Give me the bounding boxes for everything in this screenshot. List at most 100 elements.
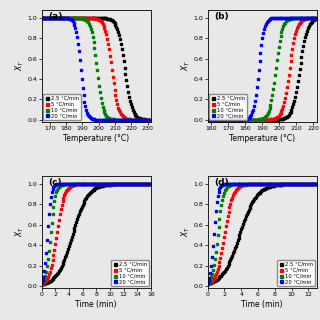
20 °C/min xyxy=(108,182,112,186)
10 °C/min xyxy=(206,282,210,285)
Line: 10 °C/min: 10 °C/min xyxy=(40,17,152,121)
5 °C/min xyxy=(315,16,319,20)
20 °C/min xyxy=(89,182,93,186)
10 °C/min xyxy=(113,182,116,186)
5 °C/min xyxy=(113,88,116,92)
10 °C/min xyxy=(122,118,126,122)
5 °C/min xyxy=(206,118,210,122)
10 °C/min xyxy=(234,118,237,122)
5 °C/min xyxy=(89,182,93,186)
5 °C/min xyxy=(206,282,210,286)
5 °C/min xyxy=(255,182,259,186)
2.5 °C/min xyxy=(59,16,63,20)
20 °C/min xyxy=(288,16,292,20)
10 °C/min xyxy=(288,182,292,186)
20 °C/min xyxy=(225,118,229,122)
Y-axis label: $X_T$: $X_T$ xyxy=(14,60,26,71)
2.5 °C/min xyxy=(279,183,283,187)
5 °C/min xyxy=(288,182,292,186)
20 °C/min xyxy=(68,182,72,186)
10 °C/min xyxy=(149,182,153,186)
X-axis label: Temperature (°C): Temperature (°C) xyxy=(229,134,295,143)
5 °C/min xyxy=(59,16,63,20)
2.5 °C/min xyxy=(255,118,259,122)
5 °C/min xyxy=(279,111,283,115)
2.5 °C/min xyxy=(270,184,274,188)
Legend: 2.5 °C/min, 5 °C/min, 10 °C/min, 20 °C/min: 2.5 °C/min, 5 °C/min, 10 °C/min, 20 °C/m… xyxy=(111,260,149,286)
5 °C/min xyxy=(270,182,274,186)
20 °C/min xyxy=(270,182,274,186)
Line: 5 °C/min: 5 °C/min xyxy=(206,17,318,121)
10 °C/min xyxy=(255,118,259,122)
10 °C/min xyxy=(104,182,108,186)
Y-axis label: $X_T$: $X_T$ xyxy=(180,60,192,71)
Line: 10 °C/min: 10 °C/min xyxy=(206,17,318,121)
20 °C/min xyxy=(234,118,237,122)
5 °C/min xyxy=(113,182,116,186)
5 °C/min xyxy=(104,182,108,186)
5 °C/min xyxy=(40,282,44,286)
2.5 °C/min xyxy=(104,183,108,187)
2.5 °C/min xyxy=(206,118,210,122)
Line: 20 °C/min: 20 °C/min xyxy=(206,183,318,284)
2.5 °C/min xyxy=(89,16,93,20)
2.5 °C/min xyxy=(40,282,44,286)
2.5 °C/min xyxy=(122,60,126,64)
Legend: 2.5 °C/min, 5 °C/min, 10 °C/min, 20 °C/min: 2.5 °C/min, 5 °C/min, 10 °C/min, 20 °C/m… xyxy=(277,260,315,286)
20 °C/min xyxy=(149,182,153,186)
10 °C/min xyxy=(40,16,44,20)
X-axis label: Time (min): Time (min) xyxy=(242,300,283,309)
Line: 5 °C/min: 5 °C/min xyxy=(40,183,152,285)
2.5 °C/min xyxy=(104,16,108,20)
10 °C/min xyxy=(68,182,72,186)
20 °C/min xyxy=(206,118,210,122)
10 °C/min xyxy=(68,16,72,20)
5 °C/min xyxy=(288,65,292,68)
X-axis label: Temperature (°C): Temperature (°C) xyxy=(63,134,129,143)
2.5 °C/min xyxy=(255,193,259,197)
20 °C/min xyxy=(270,16,274,20)
2.5 °C/min xyxy=(149,118,153,122)
20 °C/min xyxy=(59,16,63,20)
Line: 2.5 °C/min: 2.5 °C/min xyxy=(206,18,318,121)
2.5 °C/min xyxy=(122,182,126,186)
Line: 20 °C/min: 20 °C/min xyxy=(40,183,152,284)
Line: 20 °C/min: 20 °C/min xyxy=(40,17,152,121)
Text: (a): (a) xyxy=(48,12,62,21)
Line: 2.5 °C/min: 2.5 °C/min xyxy=(206,183,318,285)
5 °C/min xyxy=(149,182,153,186)
20 °C/min xyxy=(279,16,283,20)
20 °C/min xyxy=(280,182,284,186)
Line: 10 °C/min: 10 °C/min xyxy=(40,183,152,285)
20 °C/min xyxy=(122,182,126,186)
20 °C/min xyxy=(315,182,319,186)
10 °C/min xyxy=(59,183,63,187)
2.5 °C/min xyxy=(234,244,237,248)
Y-axis label: $X_T$: $X_T$ xyxy=(180,226,192,237)
2.5 °C/min xyxy=(206,282,210,286)
Line: 2.5 °C/min: 2.5 °C/min xyxy=(40,183,152,285)
10 °C/min xyxy=(288,17,292,21)
20 °C/min xyxy=(113,118,116,122)
10 °C/min xyxy=(234,182,237,186)
2.5 °C/min xyxy=(315,17,319,21)
5 °C/min xyxy=(270,117,274,121)
2.5 °C/min xyxy=(59,266,63,269)
Line: 10 °C/min: 10 °C/min xyxy=(206,183,318,285)
5 °C/min xyxy=(234,118,237,122)
2.5 °C/min xyxy=(68,16,72,20)
5 °C/min xyxy=(225,218,229,222)
X-axis label: Time (min): Time (min) xyxy=(76,300,117,309)
10 °C/min xyxy=(315,182,318,186)
10 °C/min xyxy=(104,113,108,117)
10 °C/min xyxy=(270,95,274,99)
10 °C/min xyxy=(149,118,153,122)
2.5 °C/min xyxy=(288,111,292,115)
10 °C/min xyxy=(122,182,126,186)
20 °C/min xyxy=(288,182,292,186)
20 °C/min xyxy=(149,118,153,122)
5 °C/min xyxy=(149,118,153,122)
10 °C/min xyxy=(270,182,274,186)
10 °C/min xyxy=(225,118,229,122)
10 °C/min xyxy=(315,16,319,20)
